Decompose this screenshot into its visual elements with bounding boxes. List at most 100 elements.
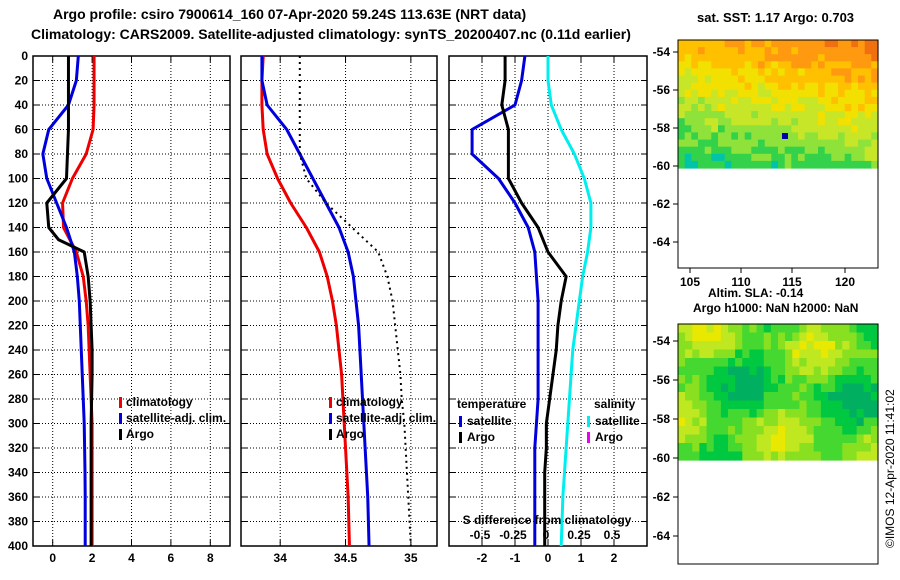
map-cell bbox=[713, 426, 722, 436]
map-cell bbox=[849, 409, 858, 419]
map-cell bbox=[684, 139, 692, 148]
map-cell bbox=[842, 324, 850, 334]
map-cell bbox=[820, 375, 829, 385]
map-cell bbox=[778, 104, 786, 112]
map-cell bbox=[842, 426, 850, 436]
map-cell bbox=[824, 68, 832, 77]
map-cell bbox=[756, 375, 765, 385]
map-cell bbox=[804, 146, 812, 155]
map-cell bbox=[838, 118, 846, 126]
map-cell bbox=[742, 400, 750, 410]
map-cell bbox=[751, 104, 759, 112]
map-cell bbox=[799, 349, 808, 359]
y-tick-label: 180 bbox=[8, 270, 28, 284]
map-cell bbox=[724, 68, 732, 77]
map-cell bbox=[711, 139, 719, 148]
map-cell bbox=[785, 451, 793, 461]
map-cell bbox=[791, 54, 799, 62]
map-cell bbox=[844, 139, 852, 148]
map-cell bbox=[685, 434, 693, 444]
map-cell bbox=[704, 146, 712, 155]
map-cell bbox=[770, 417, 779, 427]
map-cell bbox=[806, 358, 815, 368]
map-cell bbox=[764, 146, 772, 155]
legend-swatch bbox=[459, 416, 462, 427]
map-cell bbox=[778, 434, 786, 444]
map-cell bbox=[828, 392, 836, 402]
sst-map-frame bbox=[677, 39, 879, 269]
map-cell bbox=[764, 40, 772, 48]
map-cell bbox=[778, 89, 786, 98]
map-cell bbox=[724, 132, 732, 141]
map-cell bbox=[691, 104, 699, 112]
map-cell bbox=[770, 349, 779, 359]
map-cell bbox=[799, 426, 808, 436]
map-cell bbox=[758, 160, 766, 169]
map-cell bbox=[844, 75, 852, 84]
map-cell bbox=[820, 349, 829, 359]
sst-lat-label: -54 bbox=[653, 45, 671, 59]
map-cell bbox=[792, 332, 800, 342]
map-cell bbox=[738, 132, 746, 141]
map-cell bbox=[742, 451, 750, 461]
map-cell bbox=[811, 68, 819, 77]
map-cell bbox=[820, 400, 829, 410]
map-cell bbox=[735, 383, 743, 393]
map-cell bbox=[811, 132, 819, 141]
map-cell bbox=[851, 160, 859, 169]
map-cell bbox=[856, 451, 865, 461]
map-cell bbox=[858, 125, 866, 133]
map-cell bbox=[678, 400, 686, 410]
map-cell bbox=[704, 89, 712, 98]
series-climatology bbox=[260, 55, 351, 547]
map-cell bbox=[678, 132, 686, 141]
series-temperature-argo bbox=[500, 56, 568, 546]
map-cell bbox=[824, 40, 832, 48]
map-cell bbox=[813, 434, 822, 444]
map-cell bbox=[798, 68, 806, 77]
map-cell bbox=[778, 375, 786, 385]
legend-swatch bbox=[119, 397, 122, 408]
map-cell bbox=[756, 400, 765, 410]
map-cell bbox=[692, 426, 700, 436]
map-cell bbox=[678, 383, 686, 393]
legend-label: satellite-adj. clim. bbox=[126, 411, 226, 425]
map-cell bbox=[720, 426, 729, 436]
map-cell bbox=[738, 139, 746, 148]
series-satellite-adj-clim- bbox=[260, 56, 371, 547]
map-cell bbox=[684, 132, 692, 141]
map-cell bbox=[849, 451, 858, 461]
map-cell bbox=[684, 68, 692, 77]
map-cell bbox=[678, 341, 686, 351]
legend-swatch bbox=[459, 432, 462, 443]
map-cell bbox=[842, 417, 850, 427]
map-cell bbox=[864, 75, 872, 84]
map-cell bbox=[799, 400, 808, 410]
map-cell bbox=[738, 40, 746, 48]
map-cell bbox=[699, 341, 708, 351]
map-cell bbox=[698, 96, 706, 105]
map-cell bbox=[811, 40, 819, 48]
map-cell bbox=[744, 125, 752, 133]
map-cell bbox=[720, 392, 729, 402]
map-cell bbox=[699, 443, 708, 453]
map-cell bbox=[751, 96, 759, 105]
map-cell bbox=[778, 358, 786, 368]
map-cell bbox=[858, 132, 866, 141]
map-cell bbox=[806, 409, 815, 419]
map-cell bbox=[711, 132, 719, 141]
map-cell bbox=[678, 443, 686, 453]
y-tick-label: 280 bbox=[8, 392, 28, 406]
map-cell bbox=[770, 451, 779, 461]
map-cell bbox=[763, 332, 772, 342]
map-cell bbox=[864, 89, 872, 98]
map-cell bbox=[778, 146, 786, 155]
map-cell bbox=[831, 82, 839, 91]
map-cell bbox=[792, 409, 800, 419]
x-tick-label: 4 bbox=[128, 551, 135, 565]
legend-label: satellite bbox=[467, 414, 512, 428]
map-cell bbox=[838, 132, 846, 141]
map-cell bbox=[678, 125, 686, 133]
map-cell bbox=[718, 61, 726, 69]
map-cell bbox=[804, 139, 812, 148]
